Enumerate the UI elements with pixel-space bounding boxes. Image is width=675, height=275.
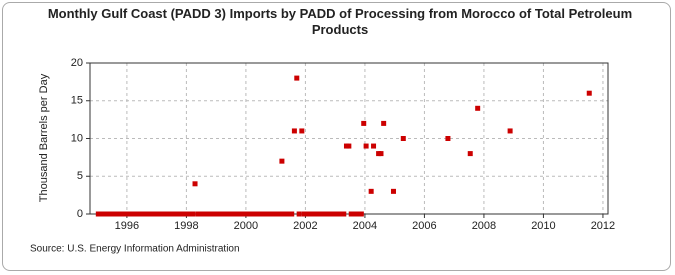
point <box>586 90 592 96</box>
point <box>118 211 124 217</box>
y-tick-label: 0 <box>77 208 83 220</box>
point <box>244 211 250 217</box>
point <box>190 211 196 217</box>
point <box>95 211 101 217</box>
point <box>252 211 258 217</box>
point <box>125 211 131 217</box>
y-tick-label: 15 <box>71 95 83 107</box>
point <box>274 211 280 217</box>
y-tick-label: 10 <box>71 132 83 144</box>
point <box>445 136 451 141</box>
point <box>162 211 168 217</box>
point <box>289 211 295 217</box>
point <box>281 211 287 217</box>
point <box>133 211 139 217</box>
x-tick-label: 1998 <box>174 220 198 232</box>
point <box>229 211 235 217</box>
point <box>358 211 364 217</box>
point <box>147 211 153 217</box>
y-tick-label: 5 <box>77 170 83 182</box>
point <box>259 211 265 217</box>
point <box>507 128 513 134</box>
point <box>363 143 369 149</box>
point <box>192 181 198 187</box>
point <box>311 211 317 217</box>
point <box>318 211 324 217</box>
point <box>140 211 146 217</box>
point <box>155 211 161 217</box>
x-tick-label: 2000 <box>234 220 258 232</box>
point <box>214 211 220 217</box>
chart-title: Monthly Gulf Coast (PADD 3) Imports by P… <box>47 6 633 37</box>
point <box>294 75 300 81</box>
point <box>199 211 205 217</box>
x-tick-label: 2008 <box>472 220 496 232</box>
point <box>237 211 243 217</box>
x-tick-label: 2002 <box>293 220 317 232</box>
point <box>356 211 362 217</box>
point <box>279 158 285 164</box>
point <box>326 211 332 217</box>
point <box>207 211 213 217</box>
point <box>475 105 481 111</box>
x-tick-label: 1996 <box>115 220 139 232</box>
point <box>333 211 339 217</box>
point <box>378 151 384 157</box>
point <box>222 211 228 217</box>
point <box>103 211 109 217</box>
point <box>346 143 352 149</box>
point <box>110 211 116 217</box>
point <box>368 188 374 194</box>
point <box>296 211 302 217</box>
point <box>299 128 305 134</box>
point <box>371 143 377 149</box>
point <box>341 211 347 217</box>
point <box>170 211 176 217</box>
point <box>390 188 396 194</box>
point <box>467 151 473 157</box>
point <box>381 120 387 126</box>
point <box>348 211 354 217</box>
x-tick-label: 2012 <box>591 220 615 232</box>
x-tick-label: 2004 <box>353 220 377 232</box>
point <box>400 136 406 141</box>
point <box>177 211 183 217</box>
y-tick-label: 20 <box>71 57 83 69</box>
point <box>266 211 272 217</box>
y-axis-label: Thousand Barrels per Day <box>38 73 50 202</box>
source-note: Source: U.S. Energy Information Administ… <box>30 244 240 255</box>
x-tick-label: 2010 <box>531 220 555 232</box>
chart-frame <box>2 2 671 271</box>
point <box>291 128 297 134</box>
point <box>304 211 310 217</box>
point <box>361 120 367 126</box>
point <box>277 211 283 217</box>
x-tick-label: 2006 <box>412 220 436 232</box>
point <box>185 211 191 217</box>
